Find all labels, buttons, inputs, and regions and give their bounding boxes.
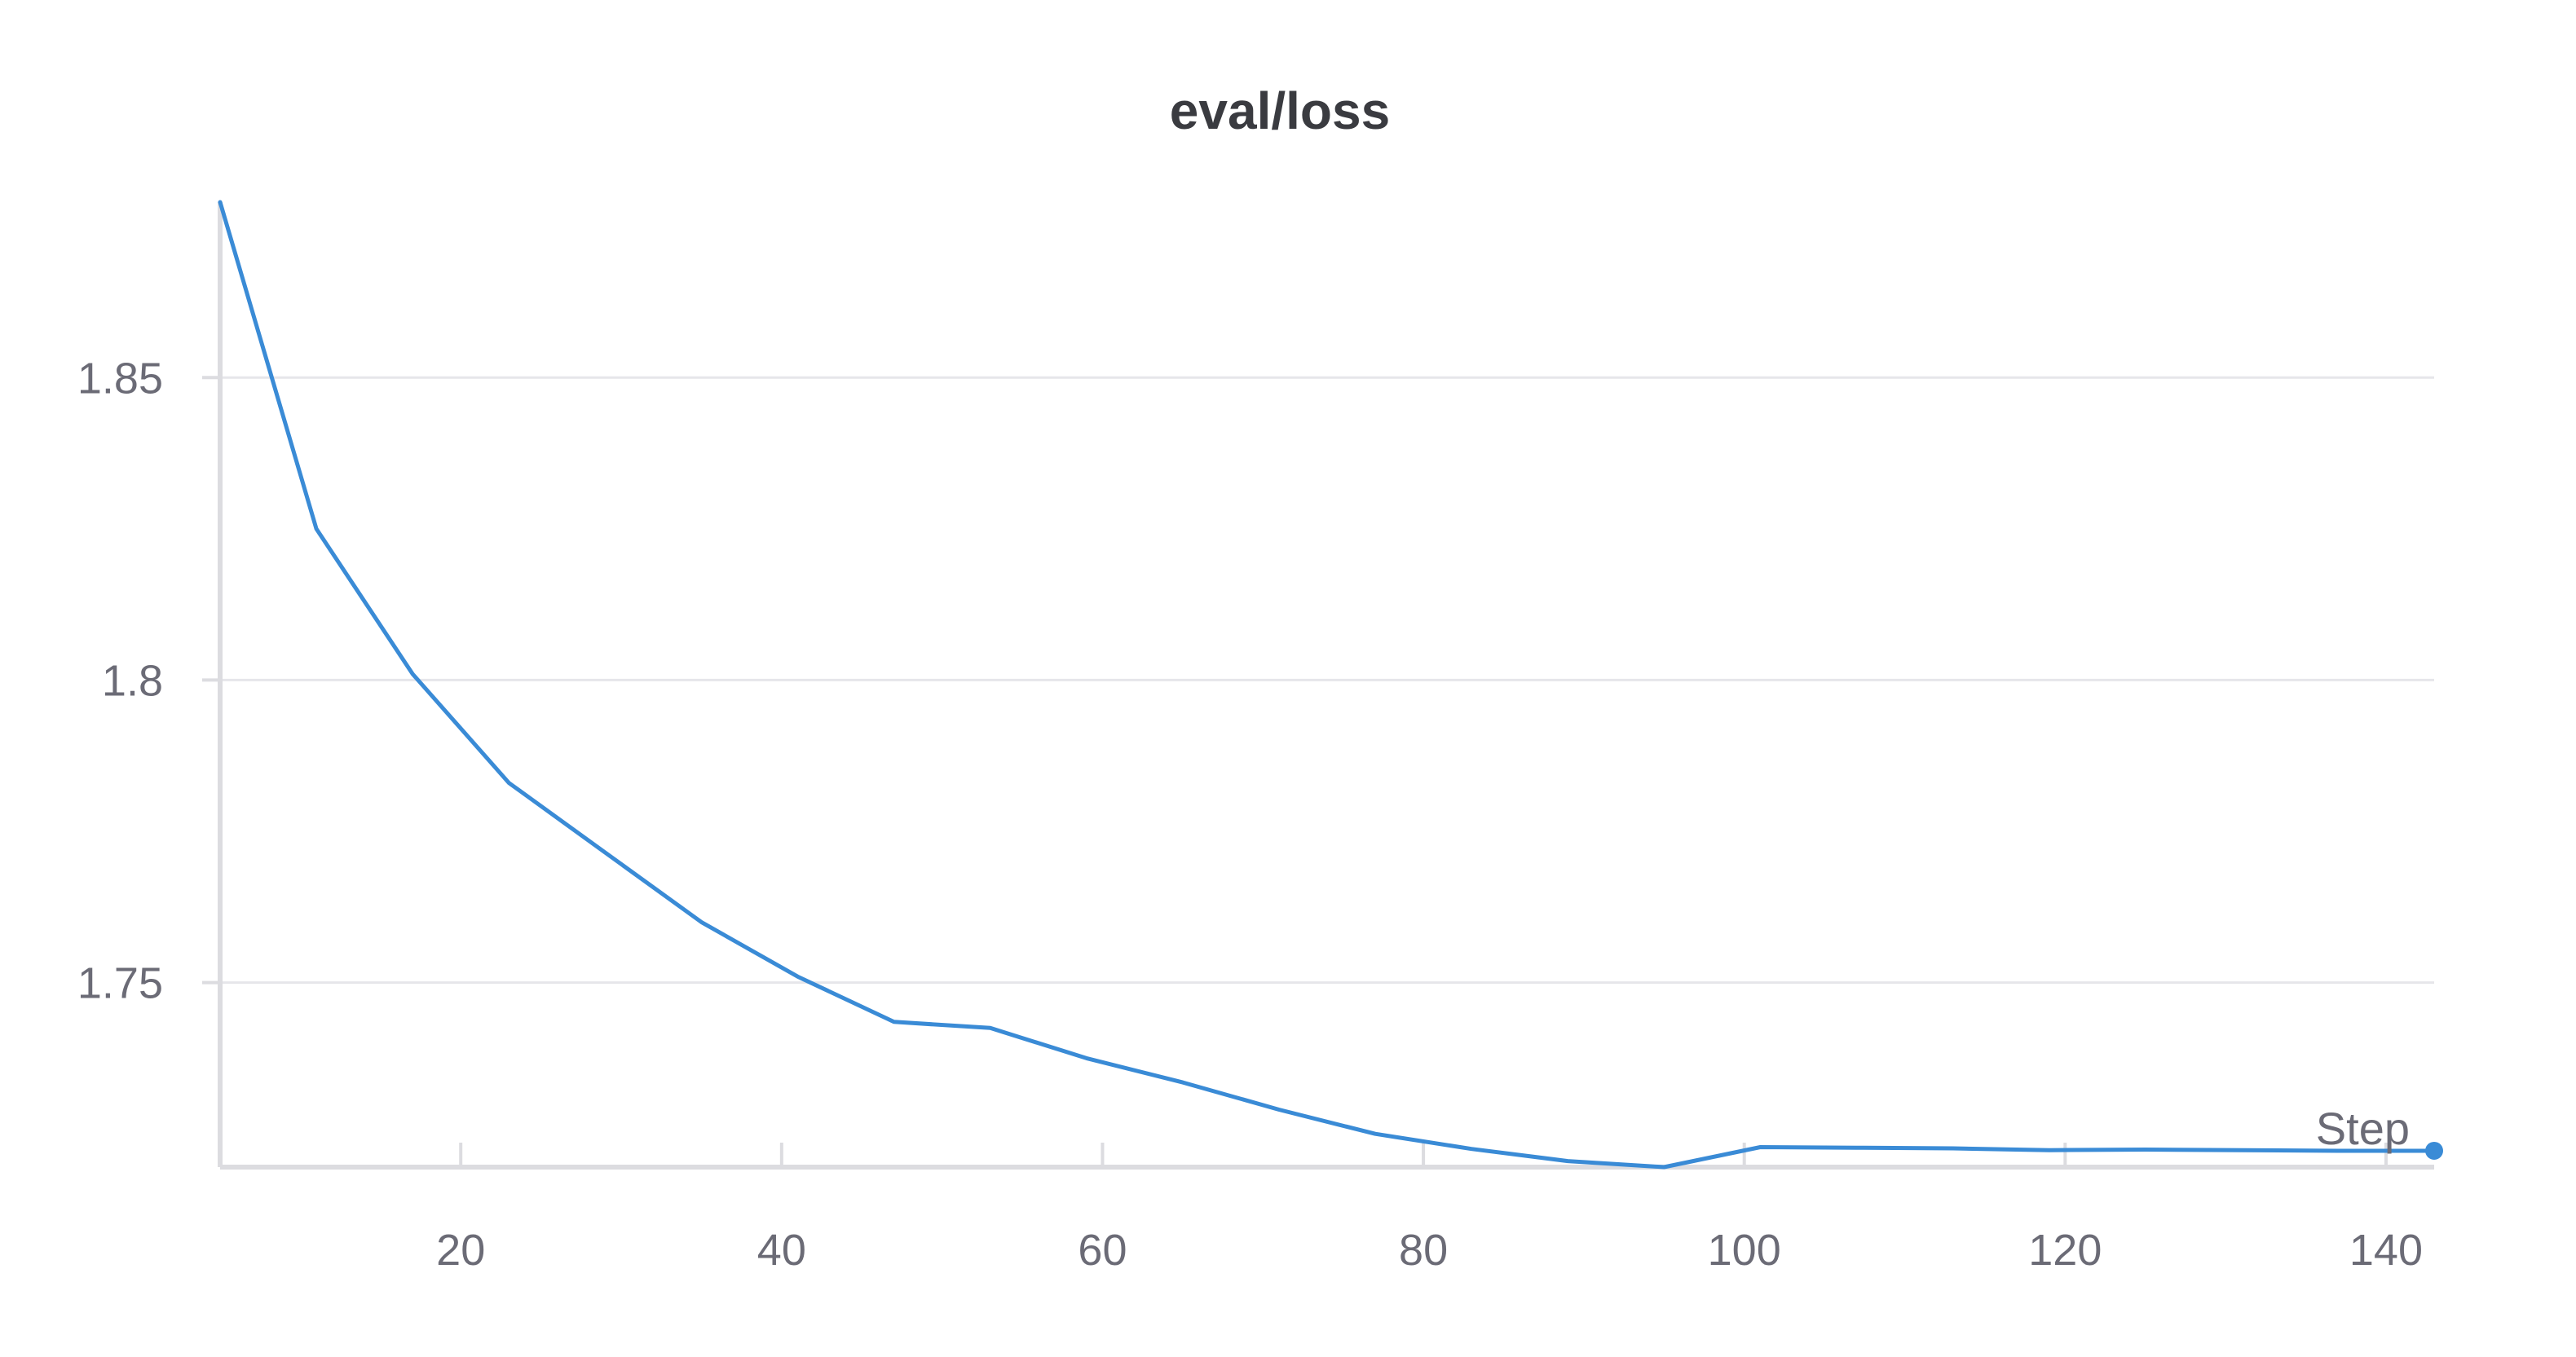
- x-tick-label: 40: [757, 1226, 806, 1275]
- x-tick-label: 60: [1078, 1226, 1127, 1275]
- grid-lines: [220, 376, 2434, 985]
- axes: [218, 202, 2434, 1170]
- series-end-point: [2425, 1141, 2443, 1160]
- x-tick-label: 20: [436, 1226, 485, 1275]
- y-tick-label: 1.85: [77, 354, 163, 403]
- x-axis-ticks: 20 40 60 80 100 120 140: [436, 1143, 2423, 1275]
- series-line: [218, 200, 2437, 1170]
- y-axis-ticks: 1.75 1.8 1.85: [77, 354, 220, 1008]
- y-tick-label: 1.8: [102, 656, 163, 705]
- x-tick-label: 100: [1708, 1226, 1781, 1275]
- chart-title: eval/loss: [1170, 82, 1390, 140]
- x-axis-label: Step: [2316, 1103, 2410, 1154]
- x-tick-label: 120: [2028, 1226, 2102, 1275]
- series-layer: [218, 200, 2443, 1170]
- y-tick-label: 1.75: [77, 959, 163, 1008]
- x-tick-label: 80: [1399, 1226, 1448, 1275]
- x-tick-label: 140: [2349, 1226, 2423, 1275]
